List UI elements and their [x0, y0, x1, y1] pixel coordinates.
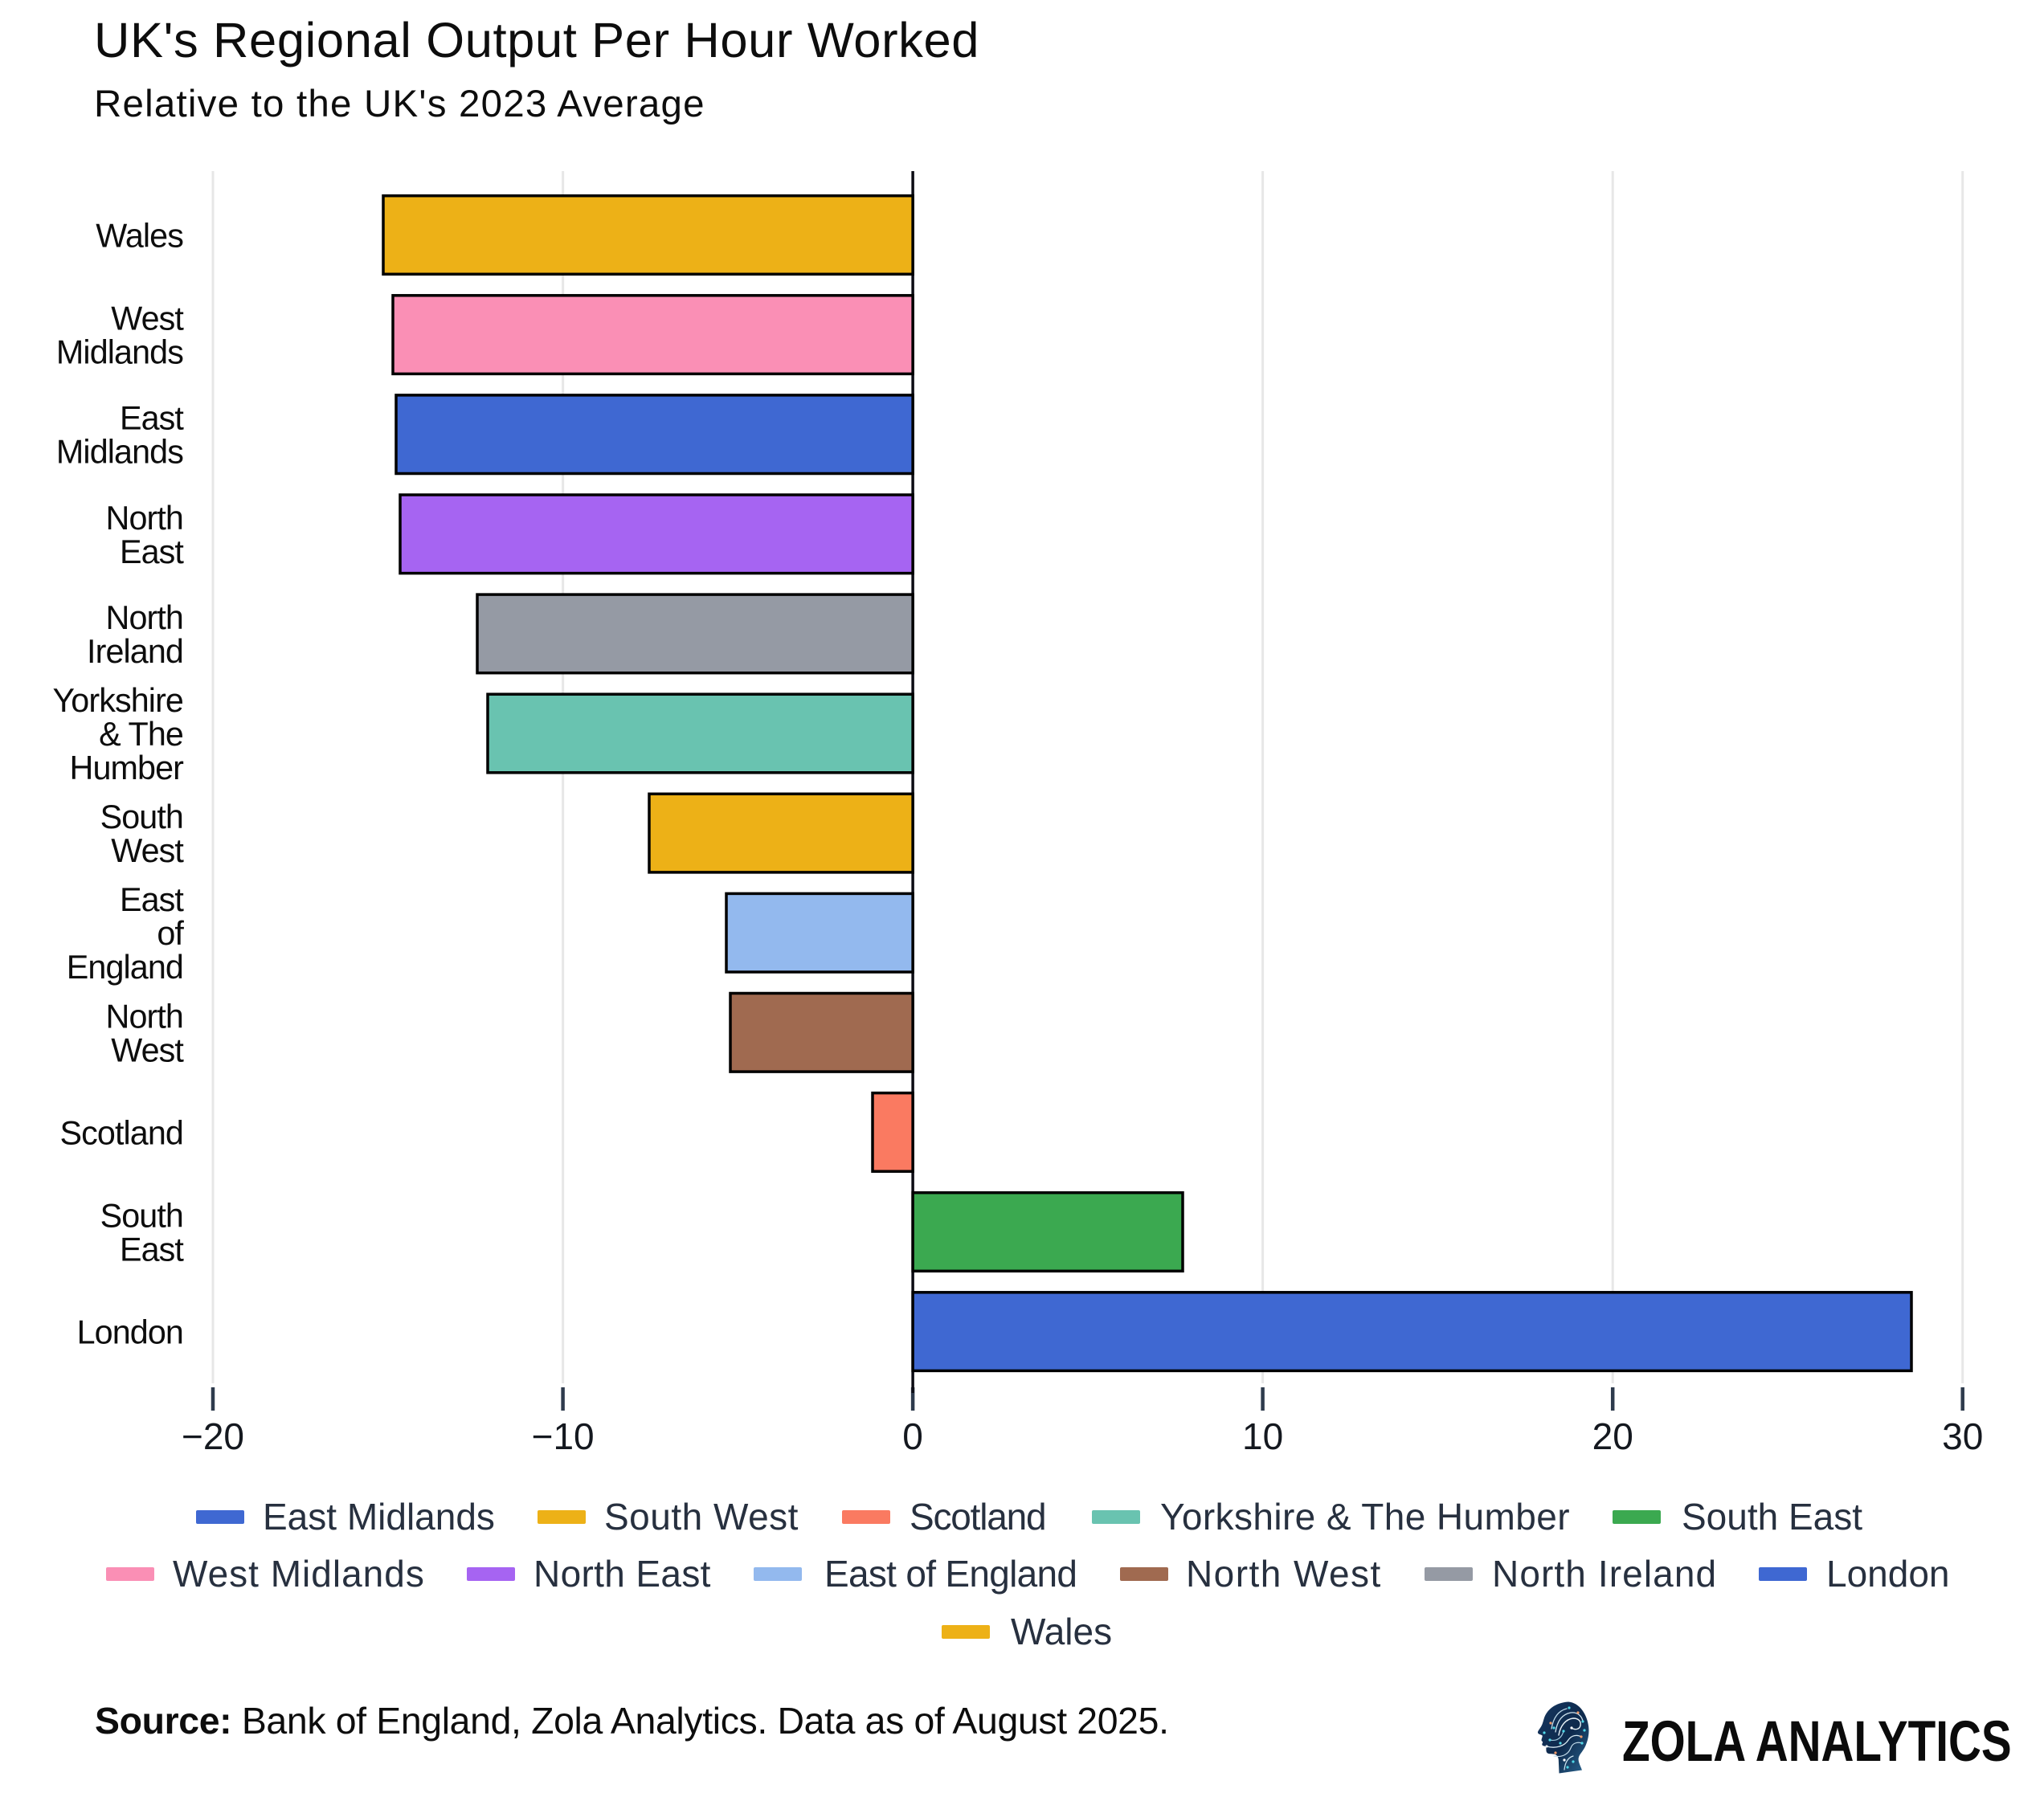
- svg-text:South East: South East: [1682, 1496, 1862, 1538]
- svg-text:London: London: [1826, 1553, 1950, 1595]
- svg-text:Relative to the UK's 2023 Aver: Relative to the UK's 2023 Average: [94, 83, 705, 125]
- svg-text:North West: North West: [1186, 1553, 1382, 1595]
- svg-text:20: 20: [1592, 1415, 1633, 1457]
- svg-text:East Midlands: East Midlands: [263, 1496, 495, 1538]
- svg-text:UK's Regional Output Per Hour: UK's Regional Output Per Hour Worked: [94, 13, 979, 68]
- svg-text:Wales: Wales: [1011, 1611, 1112, 1652]
- svg-text:South West: South West: [604, 1496, 799, 1538]
- svg-text:Scotland: Scotland: [910, 1496, 1045, 1538]
- svg-text:ZOLA ANALYTICS: ZOLA ANALYTICS: [1622, 1709, 2012, 1774]
- svg-text:East of England: East of England: [824, 1553, 1077, 1595]
- svg-text:Yorkshire & The Humber: Yorkshire & The Humber: [1160, 1496, 1570, 1538]
- svg-text:30: 30: [1942, 1415, 1983, 1457]
- svg-text:North Ireland: North Ireland: [1492, 1553, 1717, 1595]
- svg-text:Wales: Wales: [96, 218, 183, 255]
- svg-text:10: 10: [1242, 1415, 1283, 1457]
- svg-text:−20: −20: [182, 1415, 244, 1457]
- svg-text:−10: −10: [532, 1415, 595, 1457]
- svg-text:London: London: [77, 1314, 183, 1351]
- svg-text:Scotland: Scotland: [59, 1114, 183, 1151]
- svg-text:West Midlands: West Midlands: [173, 1553, 425, 1595]
- svg-text:Source: Bank of England, Zola: Source: Bank of England, Zola Analytics.…: [95, 1700, 1169, 1742]
- svg-text:North East: North East: [533, 1553, 711, 1595]
- svg-text:0: 0: [902, 1415, 923, 1457]
